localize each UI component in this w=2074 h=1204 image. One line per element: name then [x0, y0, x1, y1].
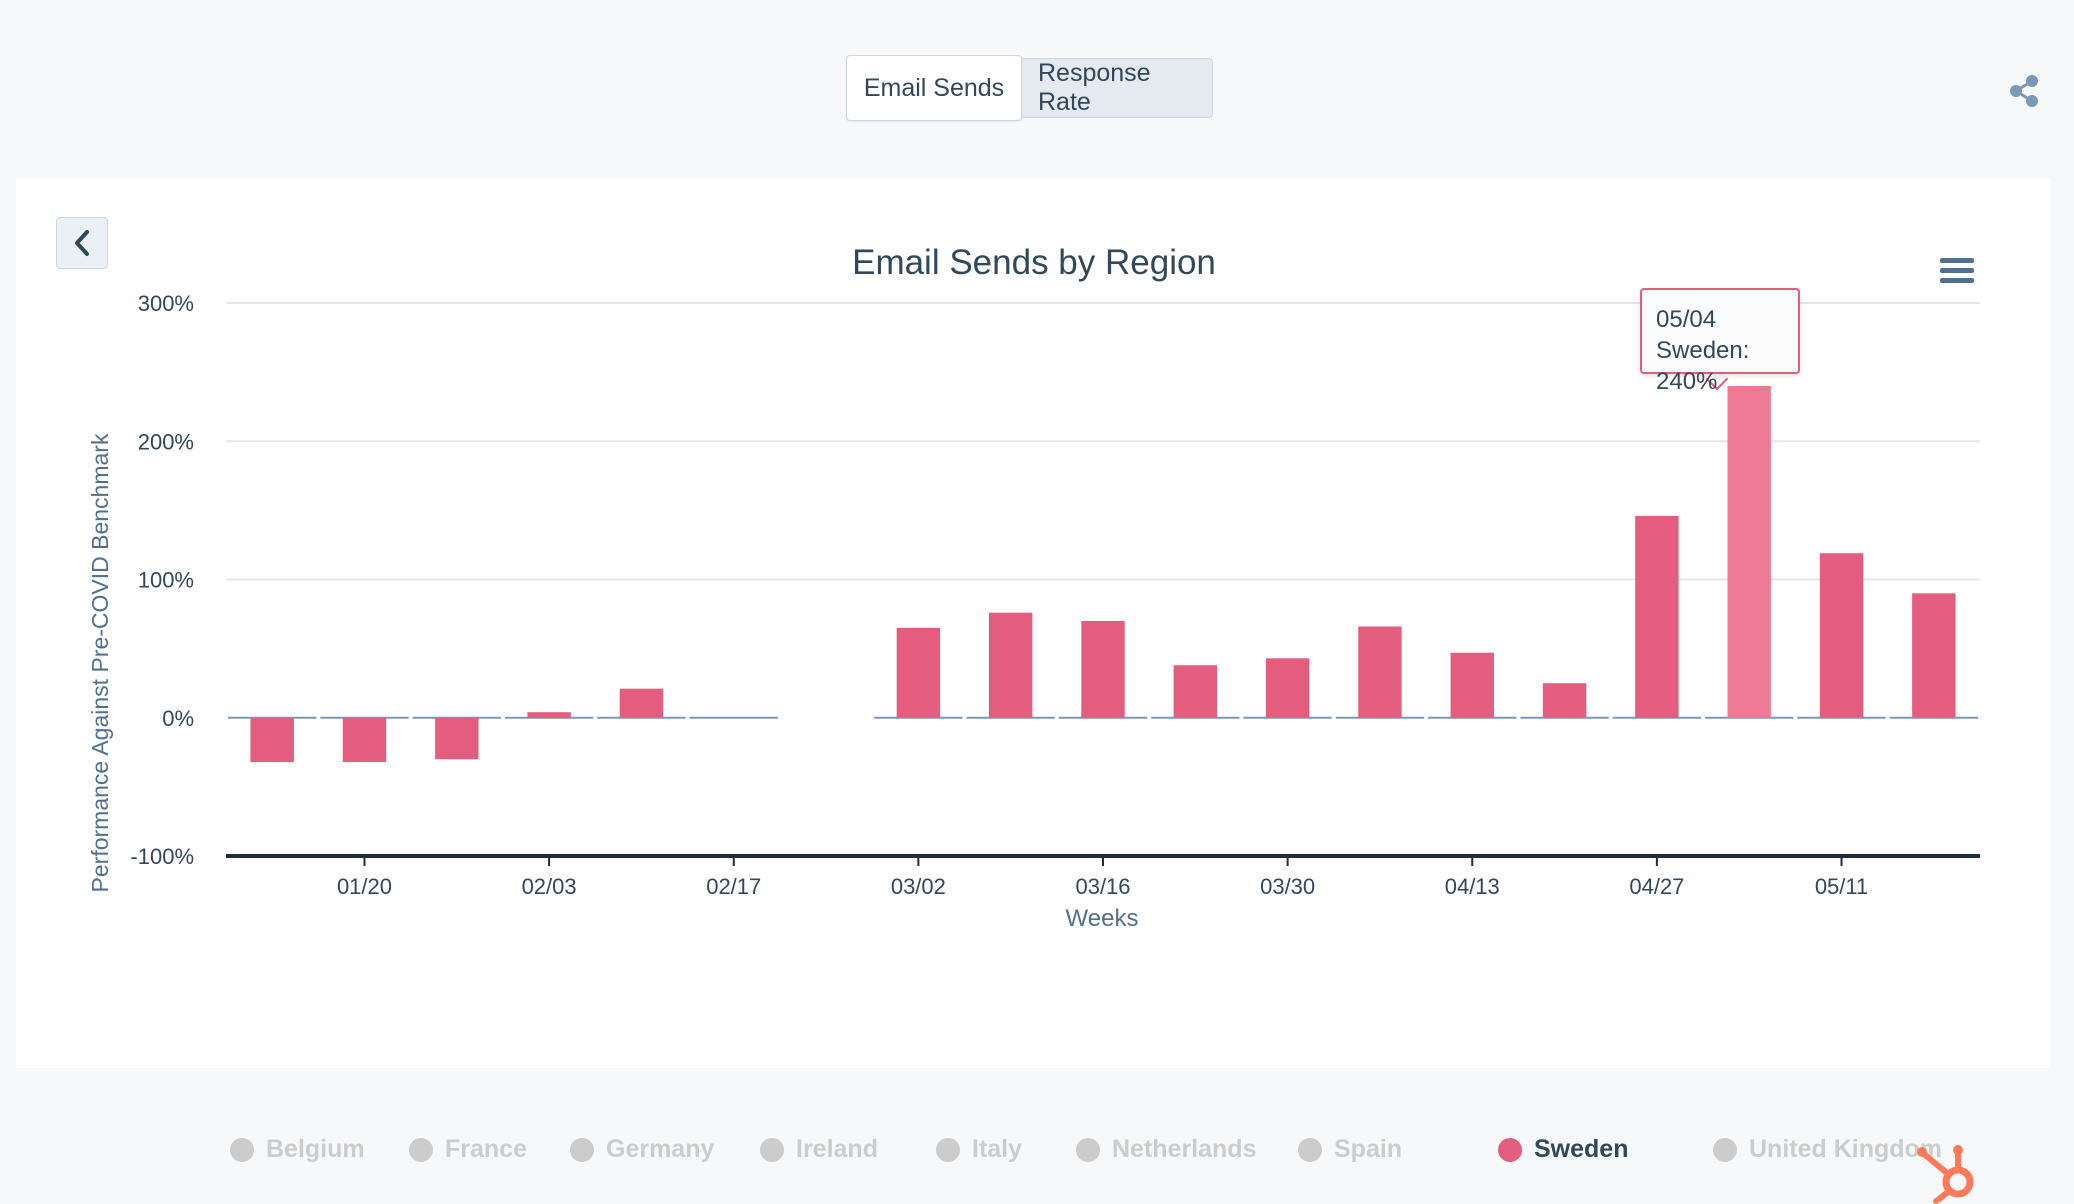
x-tick-label: 05/11 [1815, 874, 1868, 899]
x-tick-label: 03/02 [891, 874, 946, 899]
back-button[interactable] [56, 217, 108, 269]
legend-label: Italy [972, 1135, 1023, 1163]
share-icon[interactable] [2008, 74, 2040, 108]
bar[interactable] [342, 717, 387, 762]
y-tick-label: -100% [130, 844, 194, 869]
legend-label: Netherlands [1112, 1135, 1257, 1163]
tooltip: 05/04 Sweden: 240% [1640, 288, 1800, 395]
bar-chart: Email Sends by Region -100% 0% 100% 200% 300… [87, 243, 1980, 932]
bar[interactable] [1635, 515, 1679, 718]
legend-item-ireland[interactable]: Ireland [760, 1135, 878, 1164]
bar[interactable] [896, 627, 941, 718]
bar[interactable] [1450, 652, 1494, 718]
x-tick-label: 04/27 [1629, 874, 1684, 899]
bar[interactable] [1727, 385, 1771, 718]
x-tick-label: 04/13 [1445, 874, 1500, 899]
chevron-left-icon [75, 230, 89, 256]
legend-label: France [445, 1135, 527, 1163]
bar[interactable] [1542, 683, 1587, 718]
y-tick-label: 300% [138, 291, 194, 316]
legend-item-france[interactable]: France [409, 1135, 527, 1164]
hubspot-sprocket-icon [1917, 1145, 1974, 1204]
legend-label: Belgium [266, 1135, 365, 1163]
tab-email-sends[interactable]: Email Sends [846, 55, 1022, 121]
legend-label: Sweden [1534, 1135, 1629, 1163]
x-axis-label: Weeks [1066, 905, 1139, 932]
legend-item-united-kingdom[interactable]: United Kingdom [1713, 1135, 1942, 1164]
bar[interactable] [1912, 593, 1956, 718]
bar[interactable] [1358, 626, 1402, 718]
y-tick-label: 100% [138, 568, 194, 593]
legend-dot [1498, 1137, 1522, 1162]
x-tick-label: 02/03 [522, 874, 577, 899]
bar[interactable] [1081, 620, 1125, 718]
legend-dot [936, 1137, 960, 1162]
bar[interactable] [988, 612, 1033, 718]
legend-dot [570, 1137, 594, 1162]
legend-item-sweden[interactable]: Sweden [1498, 1135, 1628, 1164]
legend-dot [230, 1137, 254, 1162]
x-tick-label: 03/16 [1075, 874, 1130, 899]
legend-dot [1713, 1137, 1737, 1162]
legend-item-netherlands[interactable]: Netherlands [1076, 1135, 1256, 1164]
metric-toggle: Email Sends Response Rate [846, 55, 1213, 121]
legend-label: Spain [1334, 1135, 1403, 1163]
bar[interactable] [250, 717, 294, 762]
tooltip-value: Sweden: 240% [1656, 337, 1750, 395]
y-axis-label: Performance Against Pre-COVID Benchmark [87, 433, 113, 892]
chart-title: Email Sends by Region [852, 243, 1216, 282]
x-tick-label: 01/20 [337, 874, 392, 899]
legend-dot [1298, 1137, 1322, 1162]
bar[interactable] [619, 688, 664, 718]
legend-item-belgium[interactable]: Belgium [230, 1135, 365, 1164]
x-tick-label: 03/30 [1260, 874, 1315, 899]
legend-dot [409, 1137, 433, 1162]
bar[interactable] [1265, 658, 1310, 718]
legend-item-italy[interactable]: Italy [936, 1135, 1022, 1164]
legend-dot [760, 1137, 784, 1162]
bar[interactable] [527, 712, 571, 718]
y-tick-label: 0% [162, 706, 194, 731]
tab-response-rate[interactable]: Response Rate [1021, 58, 1213, 118]
bar[interactable] [435, 717, 479, 760]
bar[interactable] [1819, 553, 1864, 718]
legend-dot [1076, 1137, 1100, 1162]
legend-item-spain[interactable]: Spain [1298, 1135, 1402, 1164]
bar[interactable] [1173, 665, 1218, 718]
hamburger-menu-icon[interactable] [1940, 258, 1974, 283]
legend-label: Germany [606, 1135, 715, 1163]
x-tick-label: 02/17 [706, 874, 761, 899]
tooltip-date: 05/04 [1656, 306, 1717, 333]
chart-panel: Email Sends by Region -100% 0% 100% 200% 300… [16, 178, 2050, 1204]
y-tick-label: 200% [138, 429, 194, 454]
legend-label: Ireland [796, 1135, 878, 1163]
legend-item-germany[interactable]: Germany [570, 1135, 714, 1164]
